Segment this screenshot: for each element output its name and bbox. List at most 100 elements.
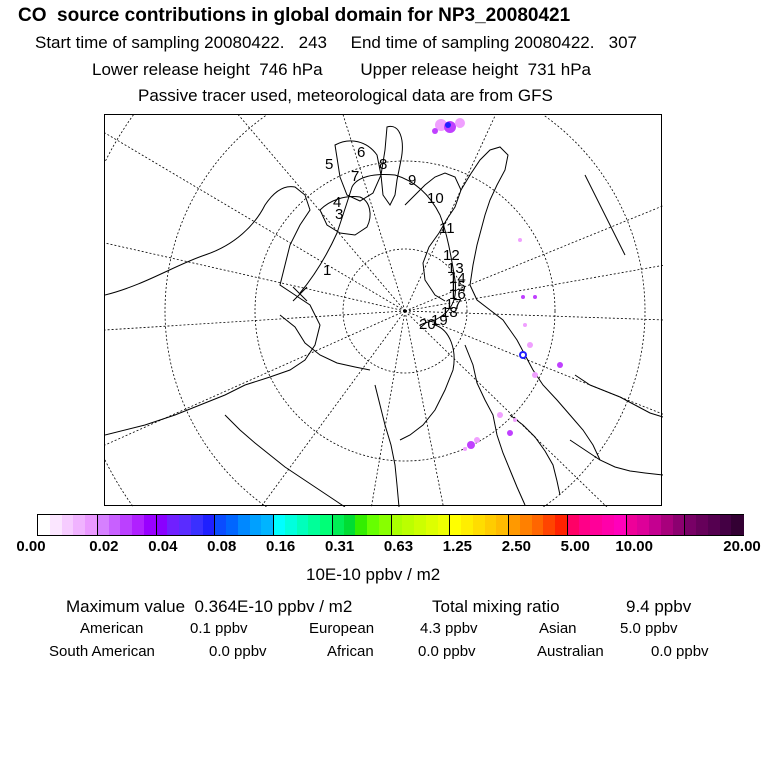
colorbar-swatch [472,515,485,535]
region-asian-name: Asian [539,620,577,637]
colorbar-tick-label: 20.00 [723,538,761,555]
colorbar-tick-label: 0.16 [266,538,296,555]
colorbar-swatch [167,515,180,535]
colorbar-swatch [249,515,262,535]
colorbar-swatch [437,515,450,535]
trajectory-label: 20 [419,316,436,333]
colorbar-swatch [672,515,685,535]
trajectory-label: 19 [431,312,448,329]
latitude-circle-80 [342,248,468,374]
latitude-circle-60 [164,115,646,507]
colorbar-tick-label: 10.00 [615,538,653,555]
colorbar-swatch [273,515,287,535]
colorbar-swatch [108,515,121,535]
region-european-value: 4.3 ppbv [420,620,478,637]
trajectory-label: 5 [325,156,333,173]
colorbar-swatch [531,515,544,535]
colorbar-swatch [226,515,239,535]
trajectory-label: 12 [443,247,460,264]
map-title: CO source contributions in global domain… [18,5,571,26]
region-asian-value: 5.0 ppbv [620,620,678,637]
colorbar-swatch [155,515,169,535]
trajectory-label: 6 [357,144,365,161]
coastline-asia-east [574,374,663,418]
colorbar-swatch [343,515,356,535]
colorbar-swatch [320,515,333,535]
trajectory-label: 10 [427,190,444,207]
meridian [260,310,406,507]
colorbar-swatch [543,515,556,535]
colorbar-swatch [61,515,74,535]
coastline-scandinavia [404,172,462,302]
meridian [404,264,663,312]
trajectory-label: 7 [351,168,359,185]
colorbar-tick-label: 0.02 [89,538,119,555]
colorbar-swatch [296,515,309,535]
trajectory-label: 15 [449,278,466,295]
colorbar-swatch [237,515,250,535]
sampling-times: Start time of sampling 20080422. 243 End… [35,33,637,52]
trajectory-label: 1 [323,262,331,279]
region-south-american-name: South American [49,643,155,660]
coastline-alaska [224,414,346,507]
concentration-plume [432,118,563,451]
colorbar-swatch [519,515,532,535]
colorbar-swatch [190,515,203,535]
colorbar-swatch [261,515,274,535]
region-south-american-value: 0.0 ppbv [209,643,267,660]
total-mixing-ratio-label: Total mixing ratio [432,597,560,616]
colorbar-swatch [719,515,732,535]
colorbar-swatch [590,515,603,535]
coastline-pacific [569,439,663,476]
coastline-greenland-island [319,196,371,236]
trajectory-label: 4 [333,194,341,211]
trajectory-label: 16 [449,286,466,303]
region-australian-name: Australian [537,643,604,660]
colorbar-swatch [402,515,415,535]
colorbar-swatch [120,515,133,535]
colorbar-swatch [308,515,321,535]
trajectory-label: 8 [379,156,387,173]
colorbar-tick-label: 0.00 [16,538,46,555]
meridian [237,115,406,312]
colorbar-swatch [684,515,698,535]
region-australian-value: 0.0 ppbv [651,643,709,660]
coastline-europe-south [584,174,626,256]
colorbar-swatch [284,515,297,535]
colorbar-swatch [625,515,639,535]
colorbar-swatch [508,515,522,535]
meridian [342,115,406,312]
colorbar-swatch [731,515,744,535]
coastline-russia [489,309,601,461]
colorbar-tick-label: 0.63 [383,538,414,555]
colorbar-tick-label: 0.04 [148,538,178,555]
colorbar-swatch [566,515,580,535]
latitude-circle-50 [105,115,134,507]
colorbar-tick-label: 0.08 [207,538,237,555]
coastline-europe [460,146,509,311]
concentration-colorbar [37,514,744,536]
meridian [404,310,663,321]
colorbar-tick-label: 5.00 [560,538,590,555]
coastline-east-siberia [374,384,400,507]
colorbar-tick-label: 2.50 [501,538,531,555]
colorbar-swatch [449,515,463,535]
colorbar-swatch [85,515,98,535]
coastline-north-america [105,186,321,436]
colorbar-swatch [96,515,110,535]
trajectory-label: 14 [449,270,466,287]
colorbar-swatch [637,515,650,535]
meridian [404,310,444,507]
total-mixing-ratio-value: 9.4 ppbv [626,597,692,616]
meridian [404,205,663,312]
trajectory-label: 17 [445,296,462,313]
latitude-circle-70 [254,160,556,462]
colorbar-swatch [578,515,591,535]
colorbar-swatch [73,515,86,535]
colorbar-swatch [414,515,427,535]
coastline-far-east [464,344,526,506]
colorbar-swatch [602,515,615,535]
region-african-value: 0.0 ppbv [418,643,476,660]
